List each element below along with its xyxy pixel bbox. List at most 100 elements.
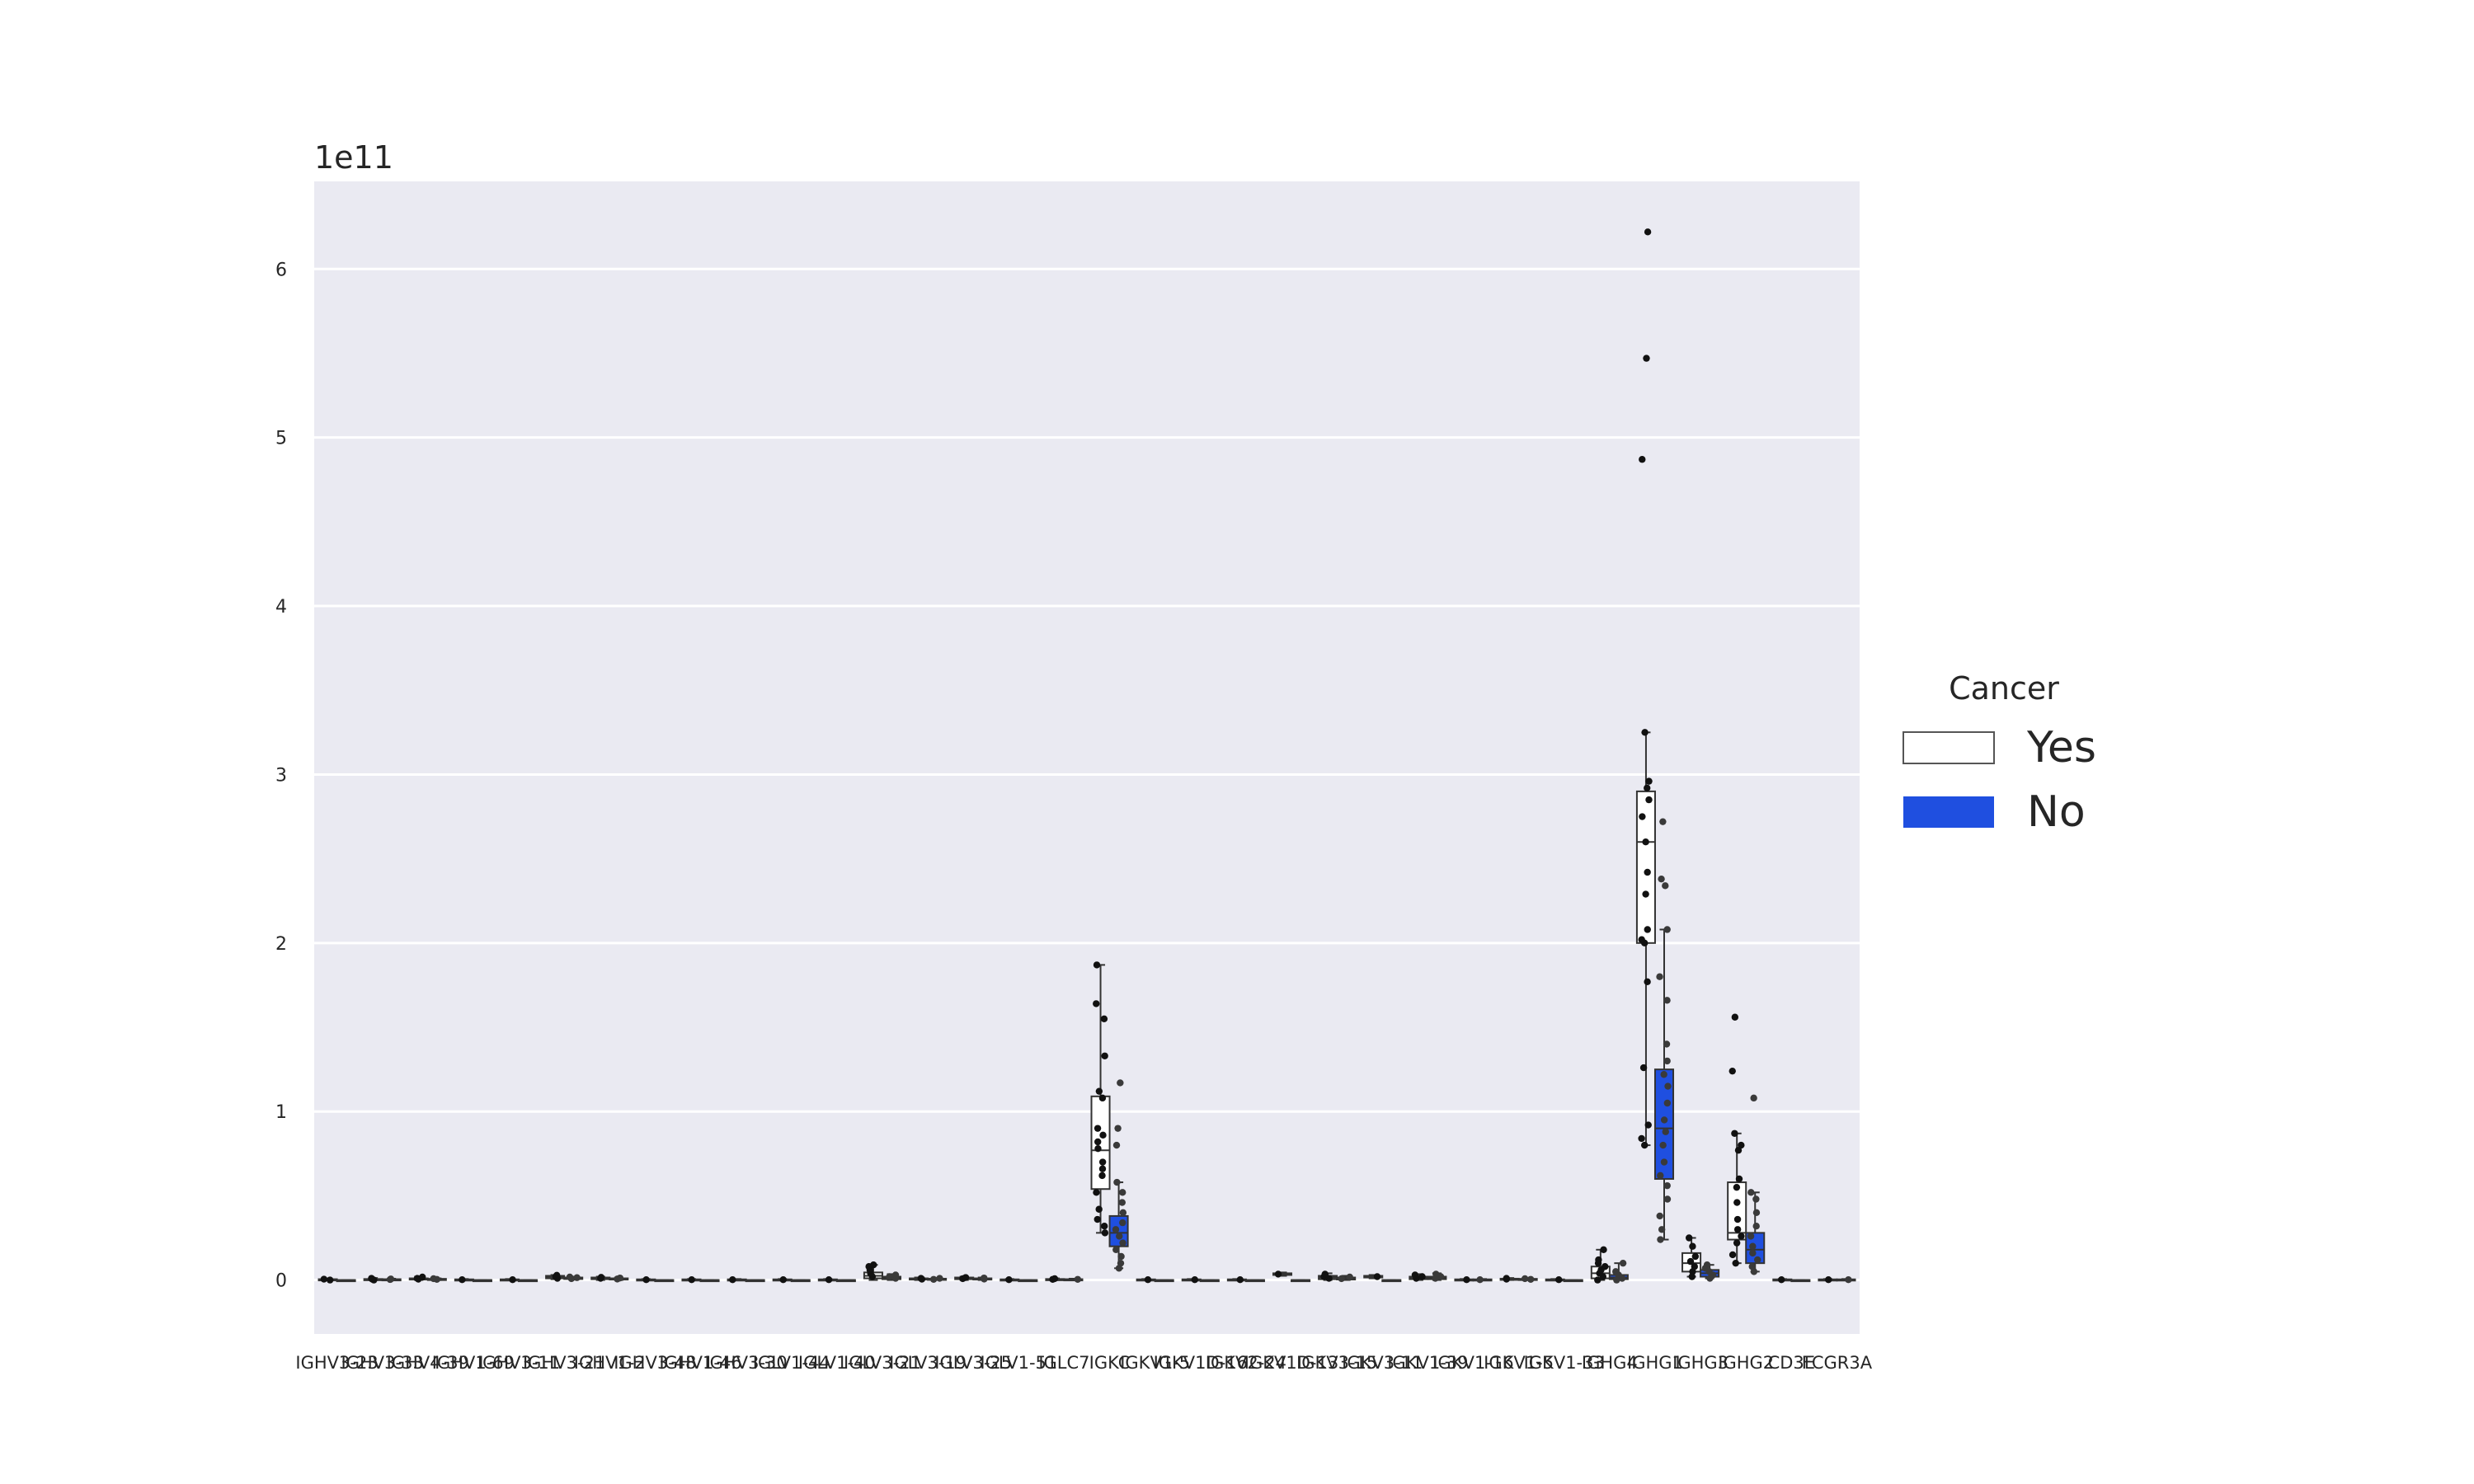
data-point bbox=[1747, 1233, 1755, 1240]
y-tick-label: 4 bbox=[275, 597, 287, 618]
data-point bbox=[779, 1275, 787, 1284]
data-point bbox=[936, 1275, 943, 1282]
data-point bbox=[1664, 1082, 1672, 1090]
data-point bbox=[962, 1274, 970, 1281]
data-point bbox=[597, 1274, 605, 1281]
y-tick-label: 2 bbox=[275, 934, 287, 955]
data-point bbox=[368, 1275, 375, 1282]
data-point bbox=[1733, 1239, 1741, 1247]
x-tick-label: IGKV1-33 bbox=[1524, 1353, 1605, 1373]
data-point bbox=[1093, 961, 1101, 969]
data-point bbox=[1752, 1222, 1760, 1230]
data-point bbox=[320, 1275, 328, 1283]
data-point bbox=[1738, 1233, 1745, 1240]
data-point bbox=[891, 1271, 900, 1279]
data-point bbox=[1643, 355, 1650, 362]
data-point bbox=[1418, 1273, 1426, 1280]
data-point bbox=[1731, 1013, 1739, 1021]
x-tick-label: IGKC bbox=[1089, 1353, 1131, 1373]
data-point bbox=[1112, 1141, 1121, 1149]
data-point bbox=[1644, 926, 1651, 933]
legend-swatch-no bbox=[1903, 796, 1994, 828]
data-point bbox=[1274, 1270, 1282, 1278]
data-point bbox=[1732, 1259, 1739, 1267]
data-point bbox=[1688, 1273, 1696, 1280]
legend-title: Cancer bbox=[1949, 670, 2059, 707]
data-point bbox=[1658, 1226, 1666, 1233]
data-point bbox=[981, 1274, 988, 1282]
x-tick-label: IGHV1-46 bbox=[659, 1353, 741, 1373]
data-point bbox=[1119, 1219, 1126, 1227]
data-point bbox=[1602, 1263, 1609, 1270]
data-point bbox=[616, 1274, 623, 1282]
data-point bbox=[1752, 1195, 1760, 1203]
x-tick-label: CD3E bbox=[1768, 1353, 1815, 1373]
data-point bbox=[1101, 1229, 1109, 1237]
data-point bbox=[1521, 1275, 1529, 1283]
data-point bbox=[1663, 1195, 1672, 1203]
x-tick-label: IGLV3-21 bbox=[844, 1353, 921, 1373]
data-point bbox=[509, 1275, 516, 1284]
x-tick-label: IGLV1-51 bbox=[980, 1353, 1057, 1373]
data-point bbox=[1114, 1125, 1122, 1132]
y-tick-label: 1 bbox=[275, 1102, 287, 1123]
data-point bbox=[1644, 868, 1651, 876]
series-no bbox=[336, 818, 1856, 1284]
x-tick-label: IGHG4 bbox=[1582, 1353, 1638, 1373]
data-point bbox=[459, 1275, 466, 1284]
data-point bbox=[1101, 1052, 1108, 1059]
data-point bbox=[1600, 1246, 1607, 1254]
data-point bbox=[1236, 1275, 1244, 1284]
x-tick-label: IGKV1-16 bbox=[1432, 1353, 1513, 1373]
x-tick-label: IGLV3-25 bbox=[934, 1353, 1012, 1373]
data-point bbox=[1095, 1087, 1103, 1095]
data-point bbox=[1594, 1276, 1602, 1284]
data-point bbox=[1094, 1125, 1102, 1132]
data-point bbox=[387, 1275, 395, 1283]
data-point bbox=[1644, 978, 1651, 986]
x-tick-label: IGHV3-48 bbox=[614, 1353, 696, 1373]
data-point bbox=[1733, 1215, 1742, 1223]
legend-label-yes: Yes bbox=[2026, 723, 2096, 773]
data-point bbox=[1644, 228, 1652, 236]
x-tick-label: IGKV1D-16 bbox=[1154, 1353, 1248, 1373]
x-tick-label: IGKV2-24 bbox=[1206, 1353, 1286, 1373]
x-tick-label: IGHG2 bbox=[1718, 1353, 1774, 1373]
data-point bbox=[1619, 1259, 1627, 1267]
data-point bbox=[1117, 1252, 1125, 1261]
data-point bbox=[1642, 890, 1649, 898]
data-point bbox=[1112, 1246, 1120, 1254]
box-series bbox=[317, 228, 1856, 1284]
x-tick-label: IGHV3-21 bbox=[523, 1353, 605, 1373]
plot-background bbox=[314, 181, 1860, 1334]
x-tick-label: IGHV3-11 bbox=[477, 1353, 560, 1373]
data-point bbox=[1117, 1259, 1125, 1267]
data-point bbox=[419, 1273, 426, 1281]
data-point bbox=[1476, 1275, 1484, 1284]
data-point bbox=[1685, 1234, 1693, 1242]
data-point bbox=[729, 1275, 736, 1284]
data-point bbox=[1144, 1275, 1152, 1284]
data-point bbox=[1729, 1067, 1736, 1075]
data-point bbox=[1432, 1270, 1440, 1278]
data-point bbox=[1733, 1226, 1742, 1233]
data-point bbox=[1093, 1189, 1100, 1196]
data-point bbox=[553, 1271, 561, 1280]
data-point bbox=[1094, 1144, 1102, 1153]
x-tick-label: IGHG1 bbox=[1627, 1353, 1683, 1373]
x-tick-label: IGHV1-2 bbox=[574, 1353, 646, 1373]
box bbox=[1635, 790, 1656, 944]
data-point bbox=[1658, 875, 1665, 883]
data-point bbox=[1660, 1116, 1668, 1124]
x-tick-label: IGHV3-23 bbox=[295, 1353, 378, 1373]
data-point bbox=[1778, 1275, 1785, 1284]
data-point bbox=[1093, 1000, 1100, 1007]
data-point bbox=[1729, 1251, 1737, 1259]
data-point bbox=[1098, 1094, 1107, 1102]
data-point bbox=[1595, 1256, 1602, 1264]
data-point bbox=[1411, 1271, 1419, 1279]
data-point bbox=[1526, 1275, 1535, 1283]
data-point bbox=[1663, 997, 1671, 1004]
data-point bbox=[1663, 1040, 1671, 1048]
data-point bbox=[1644, 1121, 1652, 1129]
